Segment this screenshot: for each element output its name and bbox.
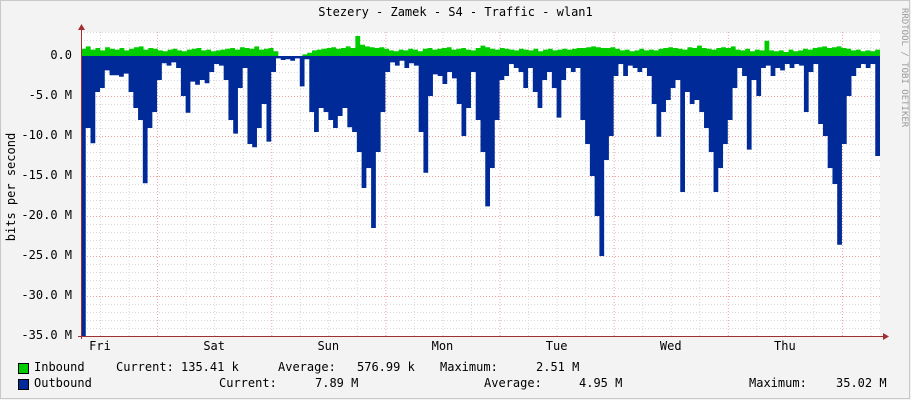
y-tick-label: 0.0 bbox=[50, 48, 72, 62]
y-tick-label: -35.0 M bbox=[21, 328, 72, 342]
legend-outbound-average: 4.95 M bbox=[579, 376, 623, 390]
y-tick-label: -15.0 M bbox=[21, 168, 72, 182]
x-tick-label: Wed bbox=[659, 339, 682, 353]
legend-inbound-current-label: Current: bbox=[116, 360, 174, 374]
x-tick-label: Mon bbox=[431, 339, 454, 353]
x-tick-label: Sat bbox=[203, 339, 225, 353]
legend-outbound-maximum-label: Maximum: bbox=[749, 376, 807, 390]
y-tick-label: -10.0 M bbox=[21, 128, 72, 142]
legend-outbound-average-label: Average: bbox=[484, 376, 542, 390]
legend-inbound-maximum: 2.51 M bbox=[536, 360, 580, 374]
legend-inbound-label: Inbound bbox=[34, 360, 85, 374]
legend-outbound-current: 7.89 M bbox=[315, 376, 359, 390]
legend-inbound-average-label: Average: bbox=[278, 360, 336, 374]
legend-outbound-current-label: Current: bbox=[219, 376, 277, 390]
y-axis-arrow-icon bbox=[78, 24, 85, 30]
legend-inbound-maximum-label: Maximum: bbox=[440, 360, 498, 374]
y-tick-label: -25.0 M bbox=[21, 248, 72, 262]
x-tick-label: Sun bbox=[317, 339, 340, 353]
inbound-swatch bbox=[18, 363, 29, 374]
legend-inbound-current: 135.41 k bbox=[181, 360, 239, 374]
legend-inbound-average: 576.99 k bbox=[357, 360, 415, 374]
series-area-inbound bbox=[81, 36, 880, 56]
outbound-swatch bbox=[18, 379, 29, 390]
legend-outbound-label: Outbound bbox=[34, 376, 92, 390]
x-tick-label: Tue bbox=[545, 339, 568, 353]
x-tick-label: Fri bbox=[89, 339, 111, 353]
x-axis-arrow-icon bbox=[883, 333, 889, 340]
y-tick-label: -30.0 M bbox=[21, 288, 72, 302]
rrdtool-watermark: RRDTOOL / TOBI OETIKER bbox=[899, 8, 909, 128]
y-tick-label: -20.0 M bbox=[21, 208, 72, 222]
x-tick-label: Thu bbox=[774, 339, 796, 353]
y-tick-label: -5.0 M bbox=[28, 88, 72, 102]
legend-outbound-maximum: 35.02 M bbox=[836, 376, 887, 390]
series-area-outbound bbox=[81, 56, 880, 336]
chart-title: Stezery - Zamek - S4 - Traffic - wlan1 bbox=[318, 5, 593, 19]
